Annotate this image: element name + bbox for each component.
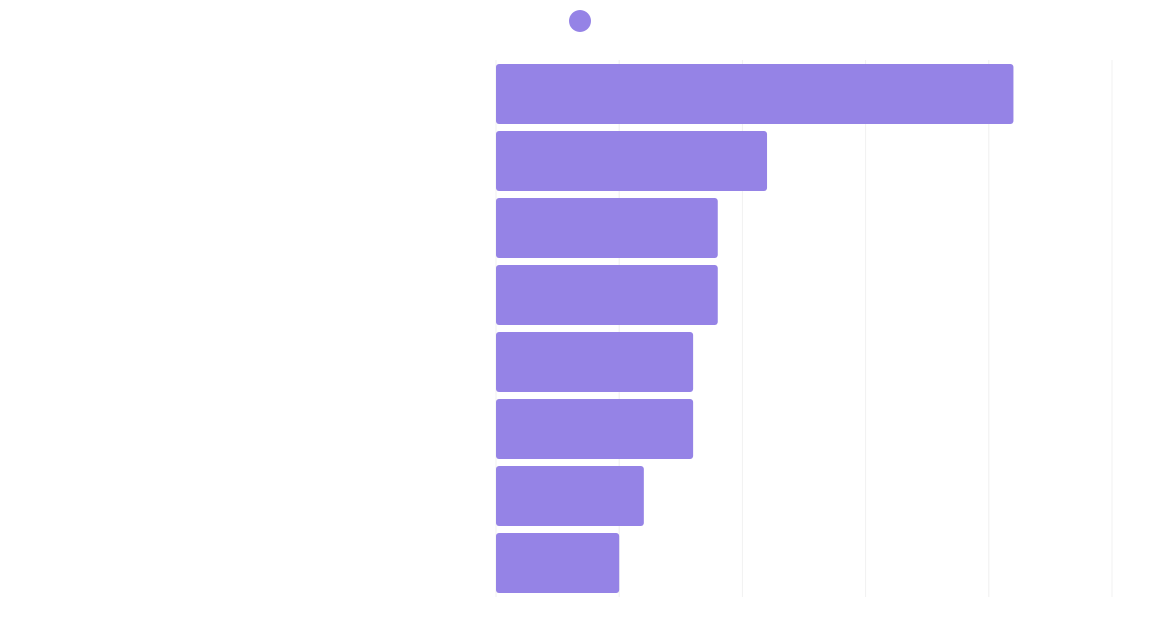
- bar[interactable]: [496, 198, 718, 258]
- category-label: マーケティング・コンテンツ制作：8%: [143, 418, 478, 441]
- x-tick-label: 15%: [843, 597, 888, 619]
- x-tick-label: 10%: [720, 597, 765, 619]
- bar[interactable]: [496, 399, 694, 459]
- category-label: 小売・Eコマース：9%: [282, 284, 478, 307]
- category-label: 生産性向上・業務効率化ソリューション：21%: [72, 83, 478, 106]
- category-label: ヘルスケア・ウェルネス：9%: [218, 218, 478, 240]
- bar[interactable]: [496, 64, 1014, 124]
- x-tick-label: 5%: [603, 597, 635, 619]
- category-label: テクノロジー・AIソリューション：6%: [140, 486, 478, 508]
- category-label: 教育テクノロジー：5%: [276, 552, 478, 575]
- x-tick-label: 20%: [966, 597, 1011, 619]
- bar[interactable]: [496, 466, 644, 526]
- x-tick-label: 0%: [480, 597, 512, 619]
- legend-swatch: [569, 10, 591, 32]
- x-axis-ticks: 0% 5% 10% 15% 20% 25%: [480, 597, 1135, 619]
- bar[interactable]: [496, 131, 768, 191]
- bar[interactable]: [496, 265, 718, 325]
- bar[interactable]: [496, 332, 694, 392]
- legend[interactable]: ASEAN GenAIスタートアップの構成比: [569, 9, 972, 33]
- category-label: 金融サービス：11%: [299, 150, 478, 173]
- category-labels: 生産性向上・業務効率化ソリューション：21% 金融サービス：11% ヘルスケア・ウェ…: [72, 83, 478, 575]
- legend-label: ASEAN GenAIスタートアップの構成比: [602, 9, 972, 33]
- x-tick-label: 25%: [1089, 597, 1134, 619]
- bar[interactable]: [496, 533, 620, 593]
- bars: [496, 64, 1014, 593]
- category-label: メディア・エンターテインメント：8%: [144, 351, 478, 374]
